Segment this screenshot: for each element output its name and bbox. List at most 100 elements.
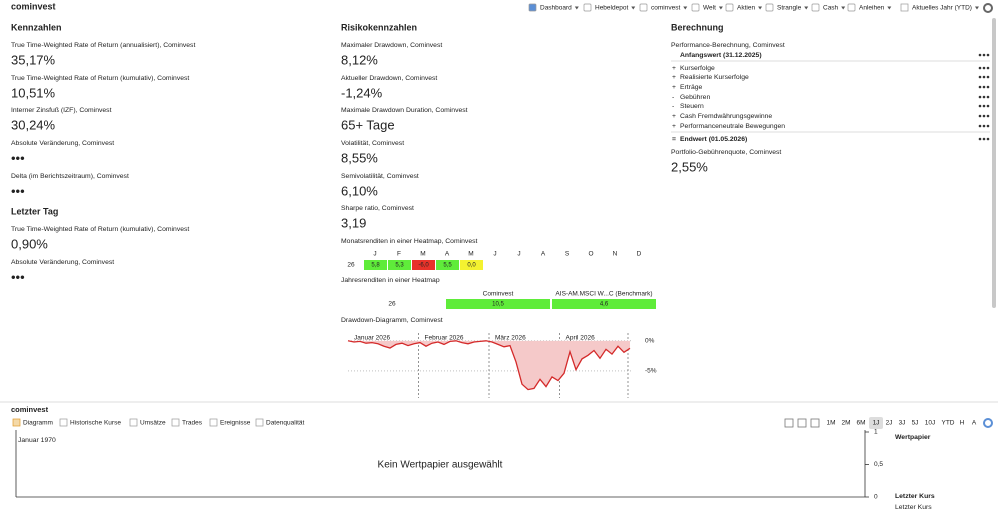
period-button[interactable]: 2M	[841, 420, 850, 427]
more-icon[interactable]	[978, 75, 982, 79]
more-icon[interactable]	[986, 114, 990, 118]
month-header: N	[613, 251, 618, 258]
tool-icon[interactable]	[784, 418, 794, 428]
more-icon[interactable]	[982, 137, 986, 141]
toolbar-tab[interactable]: Welt	[703, 5, 716, 12]
period-button[interactable]: 2J	[886, 420, 893, 427]
more-icon[interactable]	[978, 114, 982, 118]
cell-label: 5,5	[443, 263, 452, 269]
more-icon[interactable]	[986, 85, 990, 89]
cell-label: 5,8	[371, 263, 380, 269]
more-icon[interactable]	[986, 124, 990, 128]
panel-title: cominvest	[11, 405, 49, 414]
panel-tab[interactable]: Ereignisse	[220, 420, 251, 427]
section-title: Kennzahlen	[11, 22, 62, 32]
more-icon[interactable]	[986, 53, 990, 57]
toolbar-tab[interactable]: Anleihen	[859, 5, 885, 12]
toolbar-tab[interactable]: Cash	[823, 5, 839, 12]
dropdown-caret	[758, 6, 763, 10]
calc-start: Anfangswert (31.12.2025)	[680, 52, 762, 59]
toolbar-tab[interactable]: cominvest	[651, 5, 680, 12]
metric-label: Absolute Veränderung, Cominvest	[11, 140, 114, 147]
metric-label: True Time-Weighted Rate of Return (kumul…	[11, 226, 189, 233]
more-icon[interactable]	[982, 53, 986, 57]
dropdown-caret	[804, 6, 809, 10]
toolbar-tab[interactable]: Dashboard	[540, 5, 572, 12]
period-select[interactable]: Aktuelles Jahr (YTD)	[912, 5, 972, 12]
toolbar-tab[interactable]: Strangle	[777, 5, 802, 12]
dropdown-caret	[683, 6, 688, 10]
more-icon[interactable]	[982, 75, 986, 79]
more-icon[interactable]	[978, 53, 982, 57]
fee-label: Portfolio-Gebührenquote, Cominvest	[671, 149, 781, 156]
period-button[interactable]: 6M	[856, 420, 865, 427]
calc-label: Performanceneutrale Bewegungen	[680, 123, 785, 130]
more-icon[interactable]	[978, 95, 982, 99]
month-header: M	[468, 251, 473, 258]
more-icon[interactable]	[982, 124, 986, 128]
more-icon[interactable]	[982, 95, 986, 99]
metric-label: Absolute Veränderung, Cominvest	[11, 259, 114, 266]
metric-value: 30,24%	[11, 117, 56, 132]
more-icon[interactable]	[986, 137, 990, 141]
calc-label: Erträge	[680, 84, 703, 91]
period-button[interactable]: YTD	[942, 420, 955, 427]
period-button[interactable]: 10J	[925, 420, 935, 427]
more-icon[interactable]	[978, 104, 982, 108]
placeholder: Kein Wertpapier ausgewählt	[378, 460, 503, 471]
scrollbar[interactable]	[992, 18, 996, 308]
tool-icon[interactable]	[797, 418, 807, 428]
calc-end: Endwert (01.05.2026)	[680, 136, 747, 143]
period-button[interactable]: A	[972, 420, 977, 427]
more-icon[interactable]	[986, 75, 990, 79]
panel-tab[interactable]: Trades	[182, 420, 203, 427]
tab-icon	[129, 418, 138, 427]
heatmap-cell	[460, 260, 483, 270]
calc-label: Realisierte Kurserfolge	[680, 74, 749, 81]
more-icon[interactable]	[986, 104, 990, 108]
tab-icon	[691, 3, 700, 12]
month-header: J	[517, 251, 520, 258]
period-button[interactable]: 3J	[899, 420, 906, 427]
more-icon[interactable]	[978, 124, 982, 128]
more-icon[interactable]	[978, 137, 982, 141]
settings-icon[interactable]	[983, 418, 993, 428]
heatmap-cell	[552, 299, 656, 309]
period-button[interactable]: 1J	[873, 420, 880, 427]
tool-icon[interactable]	[810, 418, 820, 428]
more-icon[interactable]	[982, 66, 986, 70]
metric-value: 6,10%	[341, 183, 378, 198]
dropdown-caret	[574, 6, 579, 10]
calc-label: Cash Fremdwährungsgewinne	[680, 113, 772, 120]
drawdown-area	[348, 340, 630, 390]
more-icon[interactable]	[982, 104, 986, 108]
toolbar-tab[interactable]: Aktien	[737, 5, 755, 12]
calc-sign: =	[672, 136, 676, 143]
legend-header: Letzter Kurs	[895, 493, 935, 500]
calc-sign: -	[672, 103, 674, 110]
calc-label: Gebühren	[680, 94, 710, 101]
period-button[interactable]: 1M	[826, 420, 835, 427]
more-icon[interactable]	[982, 114, 986, 118]
dropdown-caret	[718, 6, 723, 10]
more-icon[interactable]	[982, 85, 986, 89]
period-button[interactable]: H	[960, 420, 965, 427]
metric-label: Sharpe ratio, Cominvest	[341, 205, 414, 212]
more-icon[interactable]	[978, 66, 982, 70]
more-icon[interactable]	[978, 85, 982, 89]
more-icon[interactable]	[986, 95, 990, 99]
more-icon[interactable]	[986, 66, 990, 70]
panel-tab[interactable]: Datenqualität	[266, 420, 304, 427]
settings-icon[interactable]	[983, 3, 993, 13]
panel-tab[interactable]: Diagramm	[23, 420, 53, 427]
toolbar-tab[interactable]: Hebeldepot	[595, 5, 628, 12]
month-header: S	[565, 251, 570, 258]
cell-label: 5,3	[395, 263, 404, 269]
panel-tab[interactable]: Historische Kurse	[70, 420, 121, 427]
x-label: April 2026	[566, 335, 596, 342]
period-button[interactable]: 5J	[912, 420, 919, 427]
tab-icon	[639, 3, 648, 12]
metric-value: -1,24%	[341, 85, 383, 100]
panel-tab[interactable]: Umsätze	[140, 420, 166, 427]
heatmap-cell	[436, 260, 459, 270]
